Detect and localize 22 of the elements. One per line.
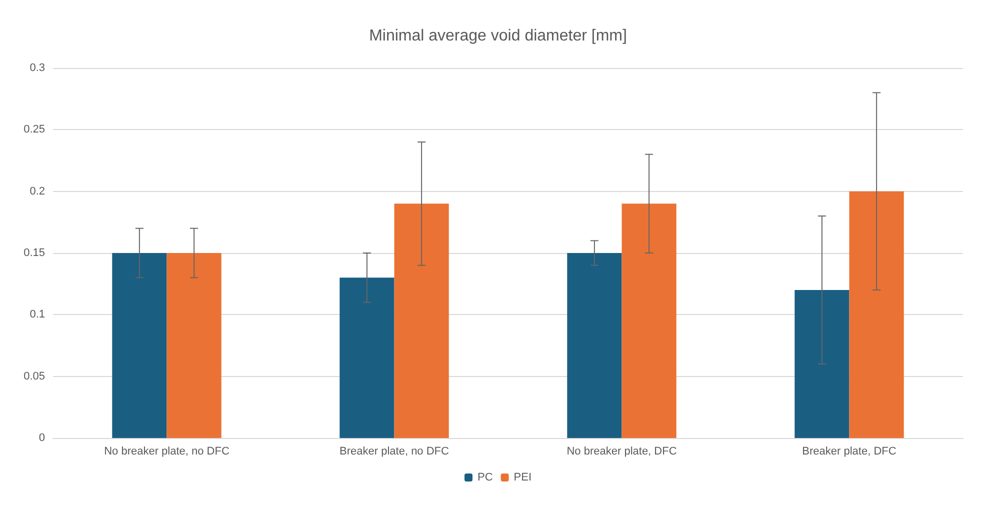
x-tick-label: Breaker plate, DFC (802, 446, 896, 458)
bar (567, 253, 622, 438)
y-tick-label: 0.3 (30, 62, 45, 74)
y-tick-label: 0 (38, 432, 45, 444)
bar (166, 253, 222, 438)
y-tick-label: 0.25 (24, 124, 45, 136)
x-tick-label: Breaker plate, no DFC (340, 446, 450, 458)
y-tick-label: 0.15 (24, 247, 45, 259)
bar (622, 204, 676, 438)
bar (794, 290, 850, 438)
y-tick-label: 0.05 (24, 370, 45, 382)
legend-label: PEI (514, 472, 532, 484)
bar (394, 204, 449, 438)
x-tick-label: No breaker plate, no DFC (104, 446, 230, 458)
y-tick-label: 0.2 (30, 185, 45, 198)
bar (340, 278, 394, 438)
bar (112, 253, 167, 438)
x-tick-label: No breaker plate, DFC (566, 446, 677, 458)
chart-title: Minimal average void diameter [mm] (369, 28, 627, 44)
bar (849, 191, 904, 438)
legend-label: PC (477, 472, 493, 484)
y-tick-label: 0.1 (30, 308, 45, 321)
